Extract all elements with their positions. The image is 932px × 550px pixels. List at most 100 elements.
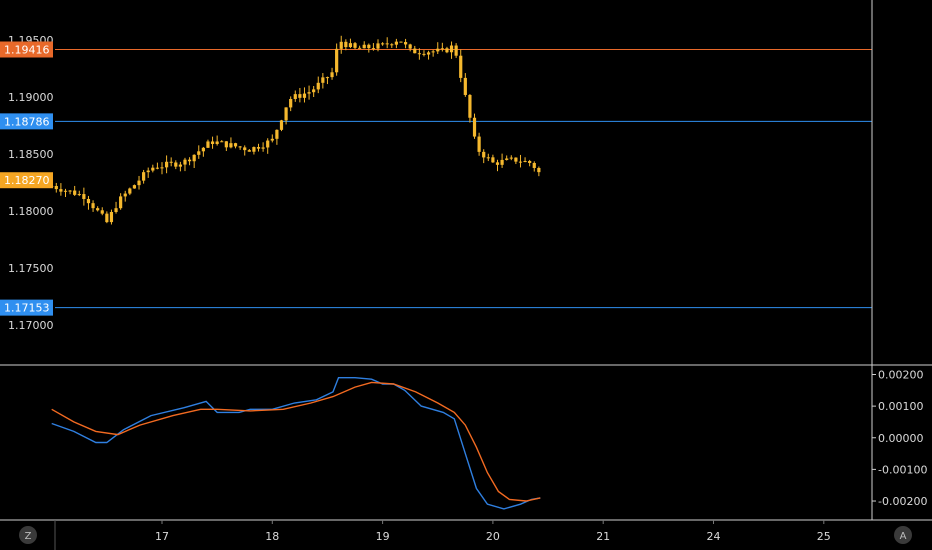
- candle[interactable]: [82, 187, 86, 206]
- price-panel[interactable]: [50, 35, 872, 309]
- candle[interactable]: [151, 164, 155, 173]
- candle[interactable]: [243, 145, 247, 156]
- candle[interactable]: [261, 142, 265, 152]
- candle[interactable]: [86, 195, 91, 210]
- candle[interactable]: [279, 119, 284, 132]
- candle[interactable]: [399, 41, 403, 43]
- candle[interactable]: [362, 41, 366, 49]
- candle[interactable]: [514, 157, 518, 165]
- candle[interactable]: [491, 154, 495, 163]
- candle[interactable]: [413, 45, 417, 54]
- candle[interactable]: [105, 211, 109, 224]
- candle[interactable]: [482, 149, 486, 164]
- candle[interactable]: [358, 45, 362, 49]
- candle[interactable]: [54, 182, 58, 193]
- candle[interactable]: [436, 42, 440, 54]
- candle[interactable]: [445, 46, 449, 54]
- candle[interactable]: [371, 43, 376, 51]
- candle[interactable]: [174, 160, 178, 170]
- candle[interactable]: [284, 107, 288, 125]
- candle[interactable]: [431, 49, 435, 57]
- candle[interactable]: [252, 146, 256, 155]
- candle[interactable]: [59, 183, 63, 196]
- candle[interactable]: [63, 188, 68, 198]
- candle[interactable]: [422, 50, 426, 57]
- candle[interactable]: [495, 159, 500, 172]
- candle[interactable]: [312, 85, 316, 98]
- macd-line[interactable]: [51, 377, 541, 510]
- candle[interactable]: [316, 76, 320, 94]
- candle[interactable]: [155, 162, 160, 170]
- candle[interactable]: [160, 162, 164, 175]
- candle[interactable]: [344, 39, 348, 51]
- candle[interactable]: [463, 73, 467, 97]
- candle[interactable]: [454, 43, 458, 58]
- candle[interactable]: [298, 87, 302, 103]
- candle[interactable]: [330, 67, 334, 80]
- candle[interactable]: [128, 187, 132, 196]
- candle[interactable]: [224, 141, 228, 152]
- candle[interactable]: [142, 169, 146, 184]
- candle[interactable]: [325, 76, 330, 85]
- candle[interactable]: [183, 157, 187, 172]
- candle[interactable]: [509, 155, 513, 161]
- candle[interactable]: [220, 140, 224, 143]
- candle[interactable]: [123, 190, 127, 202]
- candle[interactable]: [77, 190, 81, 197]
- candle[interactable]: [187, 157, 192, 166]
- candle[interactable]: [229, 137, 233, 149]
- candle[interactable]: [247, 149, 251, 152]
- candle[interactable]: [132, 184, 137, 189]
- candle[interactable]: [348, 38, 353, 49]
- candle[interactable]: [169, 157, 173, 167]
- candle[interactable]: [137, 175, 141, 190]
- candle[interactable]: [385, 37, 389, 49]
- candle[interactable]: [178, 161, 182, 172]
- candle[interactable]: [408, 43, 412, 52]
- candle[interactable]: [73, 185, 77, 196]
- candle[interactable]: [302, 87, 307, 103]
- candle[interactable]: [206, 139, 210, 148]
- candle[interactable]: [293, 90, 297, 102]
- candle[interactable]: [270, 134, 274, 143]
- candle[interactable]: [532, 161, 536, 172]
- candle[interactable]: [91, 200, 95, 212]
- candle[interactable]: [468, 94, 472, 123]
- candle[interactable]: [528, 159, 532, 167]
- candle[interactable]: [381, 42, 385, 46]
- candle[interactable]: [417, 48, 421, 60]
- corner-button-left[interactable]: Z: [19, 526, 37, 544]
- candle[interactable]: [426, 50, 431, 60]
- candle[interactable]: [518, 154, 523, 168]
- candle[interactable]: [390, 43, 394, 48]
- candle[interactable]: [109, 209, 114, 225]
- candle[interactable]: [146, 167, 150, 178]
- candle[interactable]: [215, 135, 219, 146]
- candle[interactable]: [210, 136, 215, 149]
- candle[interactable]: [164, 155, 169, 174]
- corner-button-right[interactable]: A: [894, 526, 912, 544]
- candle[interactable]: [96, 206, 100, 212]
- candle[interactable]: [486, 153, 490, 162]
- candle[interactable]: [523, 157, 527, 163]
- candle[interactable]: [275, 129, 279, 145]
- candle[interactable]: [339, 35, 343, 54]
- candle[interactable]: [307, 85, 311, 100]
- candle[interactable]: [472, 113, 477, 139]
- candle[interactable]: [197, 145, 201, 159]
- candle[interactable]: [335, 43, 339, 76]
- signal-line[interactable]: [51, 381, 541, 502]
- candle[interactable]: [289, 96, 293, 112]
- candle[interactable]: [100, 207, 104, 216]
- candle[interactable]: [321, 73, 325, 89]
- candle[interactable]: [119, 193, 123, 210]
- candle[interactable]: [403, 38, 408, 49]
- candle[interactable]: [68, 190, 72, 195]
- candle[interactable]: [500, 153, 504, 168]
- candle[interactable]: [477, 132, 481, 156]
- candle[interactable]: [394, 38, 398, 49]
- candle[interactable]: [266, 138, 270, 154]
- candle[interactable]: [201, 146, 205, 157]
- candle[interactable]: [459, 49, 463, 83]
